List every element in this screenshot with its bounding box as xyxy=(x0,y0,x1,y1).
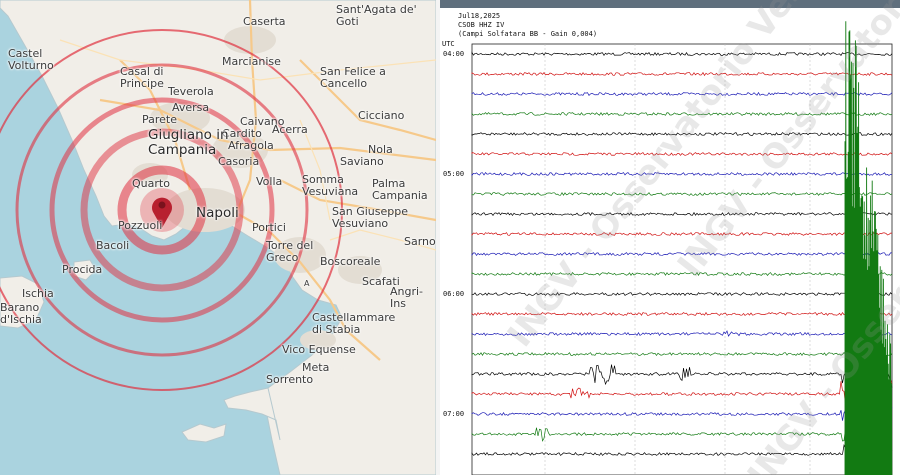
town-label-vico-equense: Vico Equense xyxy=(282,343,356,356)
minor-roads xyxy=(59,39,436,251)
trace-line xyxy=(471,111,893,116)
town-label-meta: Meta xyxy=(302,361,330,374)
map-canvas[interactable] xyxy=(0,0,436,475)
town-label-marcianise: Marcianise xyxy=(222,55,281,68)
town-label-parete: Parete xyxy=(142,113,178,126)
town-label-castel-volturno: Castel Volturno xyxy=(8,47,54,72)
trace-line xyxy=(471,172,893,177)
trace-line xyxy=(471,330,893,337)
town-label-angri: Angri-Ins xyxy=(390,285,424,310)
town-label-torre-del-greco: Torre del Greco xyxy=(266,239,314,264)
seismogram-station: CSOB HHZ IV xyxy=(458,21,505,29)
time-label-0400: 04:00 xyxy=(443,50,465,58)
town-label-aversa: Aversa xyxy=(172,101,210,114)
town-label-portici: Portici xyxy=(252,221,286,234)
roads xyxy=(99,0,436,361)
town-label-san-felice: San Felice a Cancello xyxy=(320,65,386,90)
seismogram-panel[interactable]: Jul18,2025 CSOB HHZ IV (Campi Solfatara … xyxy=(440,0,900,475)
map-panel[interactable]: Caserta Sant'Agata de' Goti Castel Voltu… xyxy=(0,0,436,475)
town-label-acerra: Acerra xyxy=(272,123,308,136)
trace-line xyxy=(471,352,893,357)
trace-line xyxy=(471,292,893,296)
town-label-barano: Barano d'Ischia xyxy=(0,301,42,326)
epicenter-pin-icon[interactable] xyxy=(152,197,173,228)
town-label-casal-di-principe: Casal di Principe xyxy=(120,65,164,90)
ischia-island xyxy=(0,275,45,329)
trace-line xyxy=(471,378,893,410)
town-label-castellammare: Castellammare di Stabia xyxy=(312,311,396,336)
town-label-caivano: Caivano xyxy=(240,115,285,128)
town-label-santagata: Sant'Agata de' Goti xyxy=(336,3,417,28)
town-label-palma: Palma Campania xyxy=(372,177,428,202)
town-label-caserta: Caserta xyxy=(243,15,286,28)
town-label-sorrento: Sorrento xyxy=(266,373,314,386)
earthquake-burst xyxy=(844,21,893,475)
trace-line xyxy=(471,359,893,390)
trace-frame xyxy=(471,43,893,475)
trace-line xyxy=(471,271,893,277)
town-label-sarno: Sarno xyxy=(404,235,436,248)
time-label-0600: 06:00 xyxy=(443,290,465,298)
trace-line xyxy=(471,231,892,237)
town-label-scafati: Scafati xyxy=(362,275,400,288)
trace-line xyxy=(471,152,893,156)
trace-line xyxy=(471,132,893,137)
town-label-saviano: Saviano xyxy=(340,155,384,168)
road-marker: A xyxy=(304,279,310,288)
trace-line xyxy=(471,211,893,217)
town-label-cardito: Cardito xyxy=(222,127,262,140)
time-label-0700: 07:00 xyxy=(443,410,465,418)
trace-line xyxy=(471,405,893,424)
trace-line xyxy=(471,51,893,57)
seismogram-timezone: UTC xyxy=(442,40,455,48)
trace-line xyxy=(471,71,893,77)
seismogram-titlebar xyxy=(440,0,900,8)
trace-line xyxy=(471,423,893,443)
seismogram-traces xyxy=(471,21,893,475)
town-label-napoli: Napoli xyxy=(196,205,239,221)
town-label-afragola: Afragola xyxy=(228,139,274,152)
trace-line xyxy=(471,192,893,196)
town-label-casoria: Casoria xyxy=(218,155,260,168)
town-label-boscoreale: Boscoreale xyxy=(320,255,381,268)
town-label-cicciano: Cicciano xyxy=(358,109,405,122)
capri-island xyxy=(181,423,227,443)
town-label-teverola: Teverola xyxy=(168,85,214,98)
town-label-volla: Volla xyxy=(256,175,283,188)
town-label-nola: Nola xyxy=(368,143,393,156)
trace-line xyxy=(471,91,893,96)
epicenter-rings xyxy=(0,29,343,391)
seismogram-date: Jul18,2025 xyxy=(458,12,501,20)
seismogram-station-detail: (Campi Solfatara BB - Gain 0,004) xyxy=(458,30,598,38)
town-label-quarto: Quarto xyxy=(132,177,170,190)
town-label-ischia: Ischia xyxy=(22,287,54,300)
sorrento-peninsula xyxy=(223,387,281,441)
trace-line xyxy=(471,251,893,257)
trace-line xyxy=(471,444,893,463)
town-label-pozzuoli: Pozzuoli xyxy=(118,219,163,232)
trace-line xyxy=(471,311,893,316)
time-label-0500: 05:00 xyxy=(443,170,465,178)
town-label-giugliano: Giugliano in Campania xyxy=(148,127,229,158)
town-label-somma: Somma Vesuviana xyxy=(302,173,359,198)
town-label-bacoli: Bacoli xyxy=(96,239,130,252)
town-label-procida: Procida xyxy=(62,263,103,276)
panel-divider xyxy=(436,0,440,475)
town-label-san-giuseppe: San Giuseppe Vesuviano xyxy=(332,205,408,230)
